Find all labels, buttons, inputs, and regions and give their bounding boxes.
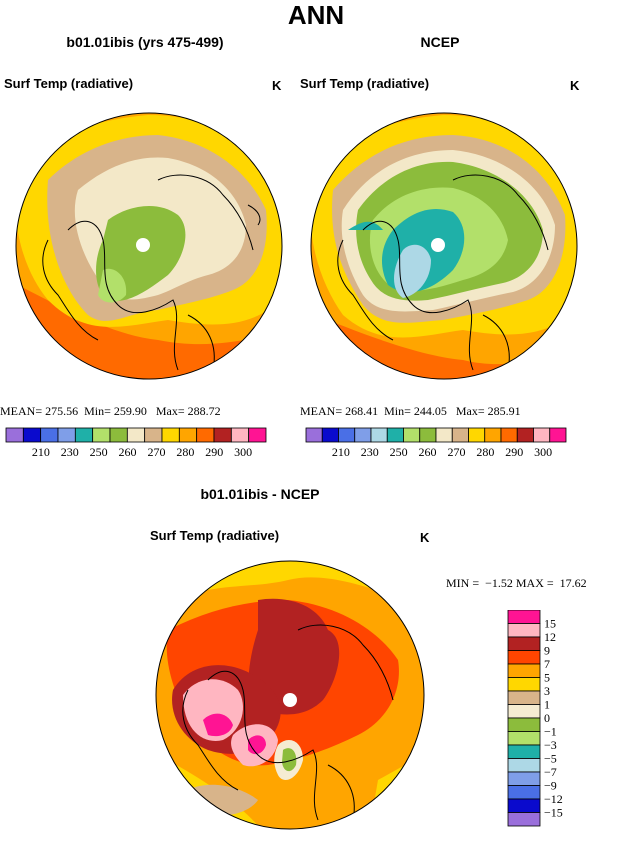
difference-legend-label: −1: [544, 725, 557, 739]
difference-legend-swatch: [507, 758, 541, 773]
panel-2-colorbar-swatch: [516, 427, 534, 443]
difference-legend-swatch: [507, 798, 541, 813]
panel-1-colorbar-swatch: [40, 427, 59, 443]
difference-legend-label: −5: [544, 752, 557, 766]
panel-2-colorbar-swatch: [419, 427, 437, 443]
difference-legend-label: 9: [544, 644, 550, 658]
difference-legend-label: −15: [544, 806, 563, 820]
difference-legend-label: 1: [544, 698, 550, 712]
panel-1-units: K: [272, 78, 282, 93]
panel-1-stats: MEAN= 275.56 Min= 259.90 Max= 288.72: [0, 404, 221, 418]
panel-1-colorbar-swatch: [57, 427, 76, 443]
panel-2-colorbar-swatch: [549, 427, 567, 443]
difference-legend-label: 15: [544, 617, 556, 631]
difference-legend-swatch: [507, 677, 541, 692]
panel-1-colorbar-swatch: [5, 427, 24, 443]
panel-2-colorbar-tick-label: 210: [332, 445, 350, 459]
panel-2-colorbar-swatch: [403, 427, 421, 443]
difference-min-max: MIN = −1.52 MAX = 17.62: [446, 576, 587, 590]
page-title: ANN: [287, 0, 345, 30]
panel-2-colorbar-tick-label: 300: [534, 445, 552, 459]
map-ncep-polar: [310, 112, 578, 380]
panel-2-colorbar-swatch: [370, 427, 388, 443]
panel-1-colorbar-swatch: [248, 427, 267, 443]
panel-1-colorbar: 210 230 250 260 270 280 290 300: [5, 427, 267, 459]
panel-2-colorbar-swatch: [484, 427, 502, 443]
panel-2-colorbar-tick-label: 260: [419, 445, 437, 459]
panel-1-model-title: b01.01ibis (yrs 475-499): [66, 34, 224, 50]
panel-2-model-title: NCEP: [420, 34, 460, 50]
difference-legend-swatch: [507, 623, 541, 638]
difference-legend-label: −9: [544, 779, 557, 793]
panel-2-colorbar-tick-label: 270: [447, 445, 465, 459]
difference-legend-label: 0: [544, 711, 550, 725]
map-difference-polar: [155, 560, 425, 830]
difference-legend-swatch: [507, 771, 541, 786]
panel-1-colorbar-swatch: [92, 427, 111, 443]
panel-2-colorbar-tick-label: 230: [361, 445, 379, 459]
panel-1-colorbar-swatch: [213, 427, 232, 443]
panel-1-colorbar-tick-label: 300: [234, 445, 252, 459]
panel-2-colorbar: 210 230 250 260 270 280 290 300: [305, 427, 567, 459]
difference-legend-label: 3: [544, 684, 550, 698]
panel-1-colorbar-swatch: [230, 427, 250, 443]
panel-1-colorbar-tick-label: 260: [119, 445, 137, 459]
difference-legend-swatch: [507, 636, 541, 651]
panel-2-colorbar-swatch: [321, 427, 339, 443]
panel-2-colorbar-swatch: [468, 427, 486, 443]
panel-2-colorbar-swatch: [354, 427, 372, 443]
difference-legend-label: −12: [544, 792, 563, 806]
panel-2-colorbar-tick-label: 280: [476, 445, 494, 459]
difference-legend-label: −7: [544, 765, 557, 779]
difference-legend-swatch: [507, 610, 541, 624]
panel-2-colorbar-swatch: [386, 427, 404, 443]
panel-1-colorbar-swatch: [144, 427, 163, 443]
difference-legend-swatch: [507, 663, 541, 678]
panel-2-variable: Surf Temp (radiative): [300, 76, 430, 91]
panel-1-colorbar-swatch: [74, 427, 94, 443]
panel-2-colorbar-swatch: [533, 427, 551, 443]
panel-2-units: K: [570, 78, 580, 93]
panel-2-colorbar-swatch: [435, 427, 453, 443]
difference-title: b01.01ibis - NCEP: [200, 486, 320, 502]
panel-1-colorbar-swatch: [109, 427, 128, 443]
panel-1-colorbar-tick-label: 270: [147, 445, 165, 459]
difference-legend-label: 7: [544, 657, 550, 671]
difference-legend-swatch: [507, 812, 541, 827]
panel-2-colorbar-swatch: [500, 427, 518, 443]
panel-1-colorbar-swatch: [161, 427, 180, 443]
panel-1-colorbar-tick-label: 230: [61, 445, 79, 459]
difference-legend-label: 5: [544, 671, 550, 685]
difference-legend-swatch: [507, 717, 541, 732]
difference-legend-swatch: [507, 690, 541, 705]
map-model-polar: [15, 112, 283, 380]
difference-variable: Surf Temp (radiative): [150, 528, 280, 543]
panel-1-colorbar-tick-label: 290: [205, 445, 223, 459]
panel-1-colorbar-swatch: [196, 427, 215, 443]
difference-legend-swatch: [507, 650, 541, 665]
difference-legend-label: 12: [544, 630, 556, 644]
difference-legend-swatch: [507, 785, 541, 800]
panel-2-stats: MEAN= 268.41 Min= 244.05 Max= 285.91: [300, 404, 521, 418]
panel-2-colorbar-tick-label: 250: [390, 445, 408, 459]
panel-1-colorbar-tick-label: 250: [90, 445, 108, 459]
panel-2-colorbar-tick-label: 290: [505, 445, 523, 459]
difference-legend-swatch: [507, 704, 541, 719]
panel-1-colorbar-swatch: [126, 427, 146, 443]
difference-units: K: [420, 530, 430, 545]
difference-legend-swatch: [507, 731, 541, 746]
panel-2-colorbar-swatch: [451, 427, 469, 443]
panel-1-colorbar-tick-label: 210: [32, 445, 50, 459]
panel-2-colorbar-swatch: [305, 427, 323, 443]
panel-1-colorbar-swatch: [22, 427, 42, 443]
difference-legend-swatch: [507, 744, 541, 759]
panel-2-colorbar-swatch: [338, 427, 356, 443]
panel-1-variable: Surf Temp (radiative): [4, 76, 134, 91]
panel-1-colorbar-tick-label: 280: [176, 445, 194, 459]
difference-legend-label: −3: [544, 738, 557, 752]
panel-1-colorbar-swatch: [178, 427, 198, 443]
